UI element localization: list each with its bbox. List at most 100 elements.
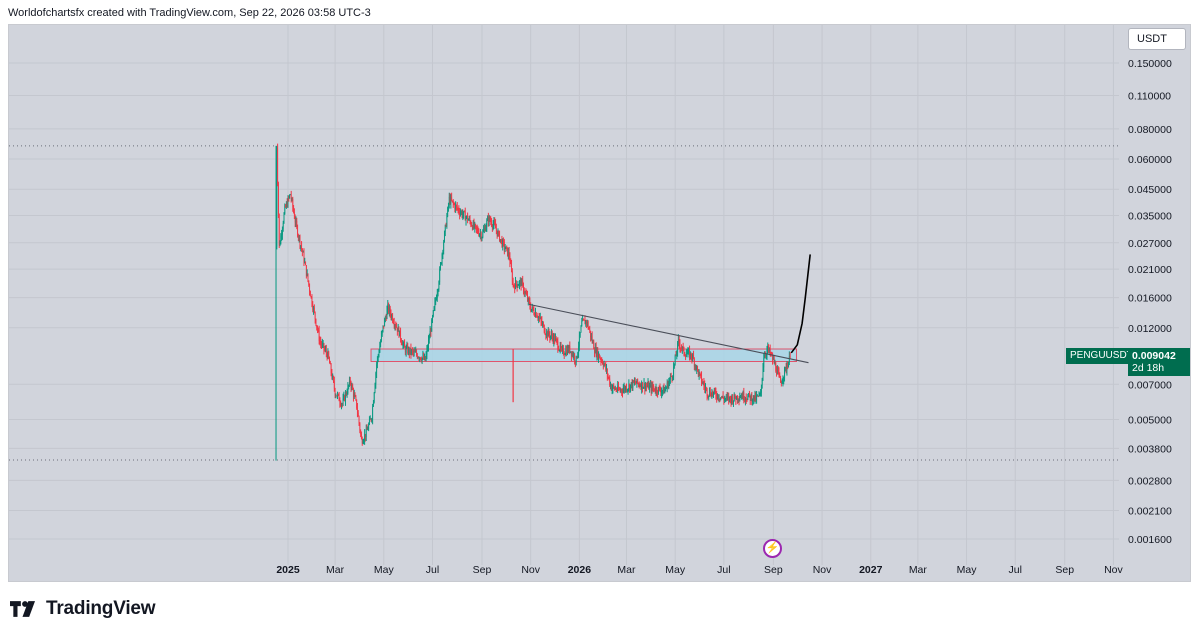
candle-body	[548, 330, 550, 335]
y-tick-label: 0.002100	[1128, 505, 1172, 517]
candle-body	[531, 308, 532, 312]
candle-body	[416, 354, 418, 358]
candle-body	[729, 396, 730, 401]
candle-body	[691, 356, 693, 359]
candle-body	[475, 224, 477, 226]
candle-body	[298, 236, 300, 238]
candle-body	[721, 396, 723, 398]
candle-body	[553, 335, 555, 342]
candle-body	[653, 388, 655, 389]
candle-body	[368, 424, 370, 430]
candle-body	[290, 194, 292, 200]
candle-body	[623, 386, 625, 390]
candle-body	[689, 352, 691, 358]
candle-body	[739, 397, 741, 400]
candle-body	[573, 354, 575, 357]
candle-body	[299, 236, 301, 246]
candle-body	[385, 317, 387, 319]
candle-body	[283, 213, 285, 223]
candle-body	[760, 385, 762, 393]
candle-body	[424, 356, 425, 360]
candle-body	[458, 208, 460, 212]
candle-body	[382, 325, 384, 331]
candle-body	[785, 367, 787, 371]
candle-body	[436, 293, 438, 299]
candle-body	[275, 246, 277, 460]
candle-body	[551, 334, 552, 336]
candle-body	[741, 396, 742, 398]
lightning-icon[interactable]: ⚡	[763, 539, 782, 558]
candle-body	[767, 345, 769, 350]
candle-body	[501, 239, 503, 247]
candle-body	[415, 351, 417, 353]
candle-body	[592, 341, 594, 343]
candle-body	[289, 194, 290, 198]
candle-body	[566, 349, 568, 355]
candle-body	[759, 394, 761, 395]
candle-body	[628, 384, 630, 389]
candle-body	[360, 430, 362, 435]
candle-body	[646, 385, 647, 387]
candle-body	[500, 239, 502, 240]
candle-body	[600, 358, 602, 361]
candle-body	[768, 348, 770, 351]
candle-body	[447, 207, 449, 217]
candle-body	[641, 382, 643, 389]
candle-body	[316, 325, 318, 328]
candle-body	[598, 353, 599, 359]
candle-body	[622, 389, 624, 393]
chart-area[interactable]: 0.150000 0.110000 0.080000 0.060000 0.045000…	[8, 24, 1191, 582]
candle-body	[578, 346, 579, 353]
candle-body	[438, 282, 440, 290]
candle-body	[629, 384, 631, 390]
candle-body	[404, 342, 405, 348]
candle-body	[284, 205, 286, 214]
candle-body	[516, 284, 518, 288]
candle-body	[642, 387, 644, 389]
candle-body	[439, 269, 441, 283]
currency-selector[interactable]: USDT	[1128, 28, 1186, 50]
candle-body	[588, 328, 590, 330]
candle-body	[545, 334, 547, 336]
candle-body	[684, 354, 686, 356]
candle-body	[302, 251, 304, 253]
candle-body	[724, 398, 726, 401]
candle-body	[466, 215, 468, 218]
candle-body	[421, 357, 423, 361]
candle-body	[308, 280, 310, 285]
candle-body	[373, 401, 374, 407]
candle-body	[656, 387, 658, 393]
candle-body	[477, 229, 479, 233]
candle-body	[716, 395, 718, 399]
candle-body	[282, 228, 283, 235]
candle-body	[665, 388, 666, 391]
candle-body	[621, 389, 623, 392]
candle-body	[707, 395, 709, 397]
y-tick-label: 0.016000	[1128, 293, 1172, 305]
candle-body	[563, 348, 564, 355]
candle-body	[527, 298, 529, 301]
candle-body	[375, 373, 377, 385]
candle-body	[498, 231, 500, 233]
candle-body	[742, 392, 744, 399]
candle-body	[326, 353, 328, 359]
candle-body	[398, 327, 400, 337]
candle-body	[450, 197, 452, 204]
candle-body	[325, 349, 326, 351]
candle-body	[297, 226, 298, 236]
candle-body	[731, 396, 733, 403]
candle-body	[377, 355, 379, 358]
candle-body	[655, 387, 657, 392]
price-chart[interactable]: 0.150000 0.110000 0.080000 0.060000 0.045000…	[9, 25, 1190, 581]
y-tick-label: 0.007000	[1128, 379, 1172, 391]
candle-body	[491, 221, 492, 226]
candle-body	[517, 285, 519, 288]
candle-body	[286, 202, 288, 207]
candle-body	[537, 317, 539, 319]
candle-body	[381, 330, 383, 335]
candle-body	[519, 281, 520, 285]
x-tick-label: Mar	[326, 564, 345, 576]
candle-body	[478, 232, 480, 236]
candle-body	[394, 325, 396, 326]
x-tick-label: Sep	[764, 564, 783, 576]
